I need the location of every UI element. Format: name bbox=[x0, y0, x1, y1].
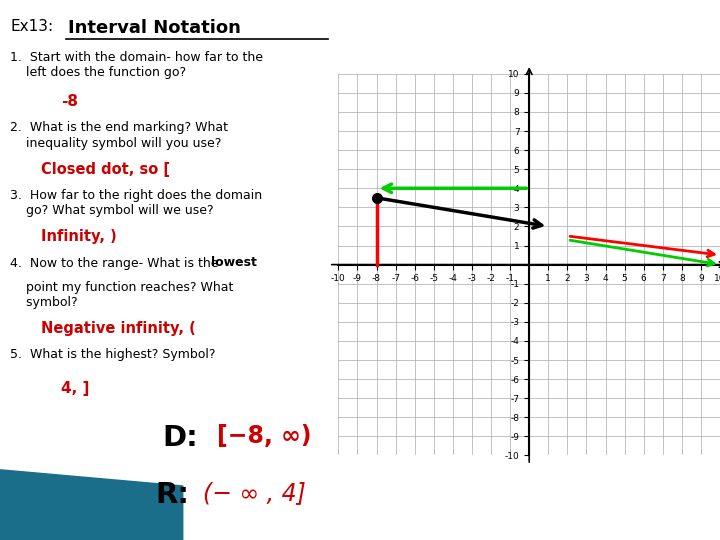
Text: [−8, ∞): [−8, ∞) bbox=[217, 424, 311, 448]
Text: D:: D: bbox=[163, 424, 198, 452]
Polygon shape bbox=[0, 470, 183, 540]
Text: 4.  Now to the range- What is the: 4. Now to the range- What is the bbox=[10, 256, 222, 269]
Text: 1.  Start with the domain- how far to the
    left does the function go?: 1. Start with the domain- how far to the… bbox=[10, 51, 263, 79]
Text: 2.  What is the end marking? What
    inequality symbol will you use?: 2. What is the end marking? What inequal… bbox=[10, 122, 228, 150]
Text: Negative infinity, (: Negative infinity, ( bbox=[40, 321, 195, 336]
Text: (− ∞ , 4]: (− ∞ , 4] bbox=[203, 481, 306, 504]
Text: 4, ]: 4, ] bbox=[61, 381, 89, 396]
Text: Infinity, ): Infinity, ) bbox=[40, 230, 117, 245]
Text: R:: R: bbox=[156, 481, 189, 509]
Text: 5.  What is the highest? Symbol?: 5. What is the highest? Symbol? bbox=[10, 348, 216, 361]
Text: Ex13:: Ex13: bbox=[10, 19, 53, 34]
Text: lowest: lowest bbox=[212, 256, 257, 269]
Text: point my function reaches? What
    symbol?: point my function reaches? What symbol? bbox=[10, 281, 233, 309]
Text: Interval Notation: Interval Notation bbox=[68, 19, 240, 37]
Text: -8: -8 bbox=[61, 94, 78, 110]
Text: Closed dot, so [: Closed dot, so [ bbox=[40, 162, 170, 177]
Text: 3.  How far to the right does the domain
    go? What symbol will we use?: 3. How far to the right does the domain … bbox=[10, 189, 262, 217]
